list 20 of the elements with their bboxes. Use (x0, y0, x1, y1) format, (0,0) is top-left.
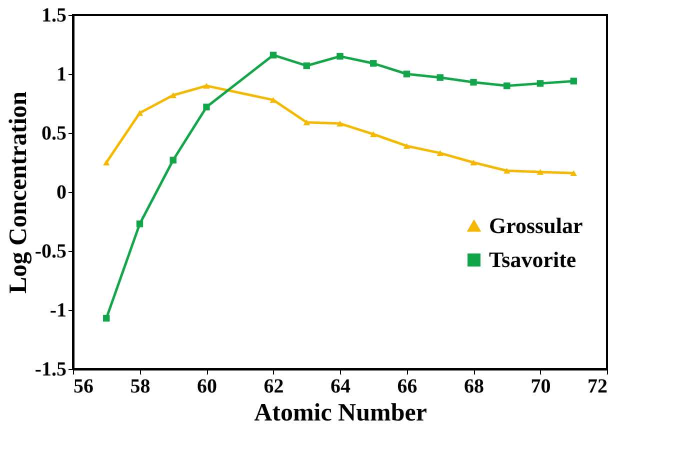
y-tick-label: 1.5 (42, 4, 66, 26)
y-tick-label: 0 (56, 182, 66, 204)
x-tick-label: 66 (397, 376, 418, 398)
y-tick-label: -1.5 (34, 358, 66, 380)
x-tick-label: 58 (130, 376, 150, 398)
x-tick-label: 72 (588, 376, 608, 398)
x-tick-label: 70 (530, 376, 551, 398)
x-tick-label: 56 (74, 376, 94, 398)
x-tick-label: 68 (464, 376, 484, 398)
x-tick-label: 62 (264, 376, 284, 398)
x-axis-title: Atomic Number (254, 400, 427, 426)
y-tick-label: -0.5 (34, 240, 66, 262)
y-tick-label: 1 (56, 64, 66, 86)
x-tick-label: 60 (197, 376, 217, 398)
y-tick-label: 0.5 (42, 122, 66, 144)
x-tick-label: 64 (330, 376, 350, 398)
y-tick-label: -1 (50, 300, 66, 322)
y-axis-title: Log Concentration (4, 91, 32, 294)
legend-label: Grossular (489, 213, 583, 238)
legend-label: Tsavorite (489, 247, 576, 272)
